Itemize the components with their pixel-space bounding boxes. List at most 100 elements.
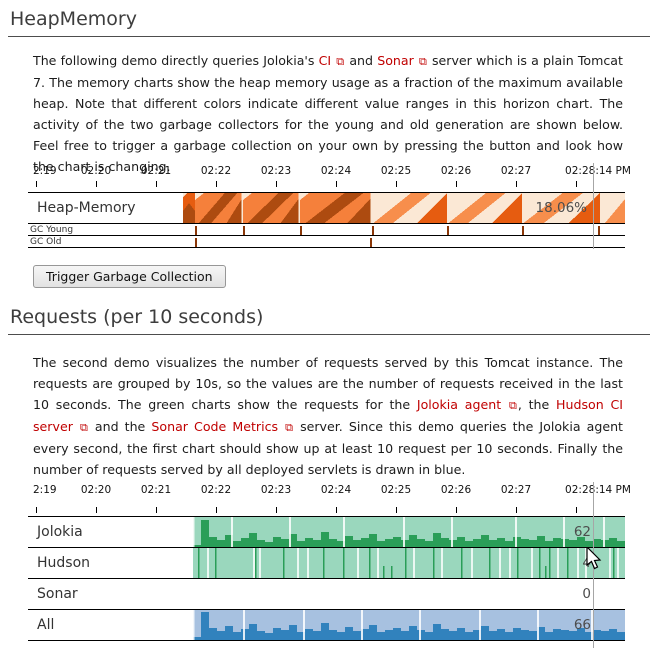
gc-event-spike xyxy=(195,226,197,235)
axis-tick-label: 2:19 xyxy=(33,165,57,177)
gc-event-spike xyxy=(195,238,197,247)
gc-young-row[interactable]: GC Young xyxy=(28,223,625,235)
paragraph-text: server. Since this demo queries the Jolo… xyxy=(33,419,623,477)
axis-tick-label: 02:27 xyxy=(500,484,532,496)
axis-tick xyxy=(216,181,217,187)
request-row-title: Jolokia xyxy=(37,524,83,540)
request-row-title: Sonar xyxy=(37,586,78,602)
all-requests-row[interactable]: All 66 xyxy=(28,609,625,640)
axis-tick-label: 02:21 xyxy=(140,165,172,177)
axis-tick-label: 02:23 xyxy=(260,165,292,177)
axis-focus-time-label: 02:28:14 PM xyxy=(565,484,631,496)
heap-horizon-chart[interactable] xyxy=(183,193,625,223)
sonar-requests-row[interactable]: Sonar 0 xyxy=(28,578,625,609)
gc-event-spike xyxy=(522,226,524,235)
axis-tick xyxy=(456,181,457,187)
axis-tick xyxy=(456,507,457,513)
requests-chart-block[interactable]: 2:19 02:20 02:21 02:22 02:23 02:24 02:25 02:26 0… xyxy=(28,482,631,648)
axis-tick xyxy=(276,507,277,513)
paragraph-text: The following demo directly queries Jolo… xyxy=(33,53,319,68)
jolokia-requests-row[interactable]: Jolokia 62 xyxy=(28,516,625,547)
trigger-gc-button[interactable]: Trigger Garbage Collection xyxy=(33,265,226,288)
axis-tick-label: 02:21 xyxy=(140,484,172,496)
mouse-cursor-icon xyxy=(586,547,602,570)
request-row-title: Hudson xyxy=(37,555,91,571)
axis-tick xyxy=(336,181,337,187)
time-axis-heap: 2:19 02:20 02:21 02:22 02:23 02:24 02:25 02:26 0… xyxy=(28,163,631,196)
axis-tick xyxy=(96,181,97,187)
axis-focus-time-label: 02:28:14 PM xyxy=(565,165,631,177)
axis-tick xyxy=(576,507,577,513)
external-link-icon[interactable]: ⧉ xyxy=(285,421,293,434)
heap-section-heading: HeapMemory xyxy=(8,8,650,37)
axis-tick xyxy=(36,507,37,513)
ci-link[interactable]: CI xyxy=(318,53,332,68)
axis-tick xyxy=(396,181,397,187)
gc-event-spike xyxy=(372,226,374,235)
axis-tick-label: 02:20 xyxy=(80,484,112,496)
axis-tick-label: 02:22 xyxy=(200,165,232,177)
axis-tick xyxy=(336,507,337,513)
axis-tick xyxy=(576,181,577,187)
paragraph-text: The second demo visualizes the number of… xyxy=(33,355,623,412)
axis-tick xyxy=(276,181,277,187)
requests-intro-paragraph: The second demo visualizes the number of… xyxy=(33,352,623,480)
axis-tick xyxy=(396,507,397,513)
hudson-ci-link[interactable]: Hudson CI server xyxy=(33,397,623,434)
axis-tick xyxy=(516,181,517,187)
chart-bottom-border xyxy=(28,247,625,248)
axis-tick xyxy=(216,507,217,513)
chart-bottom-border xyxy=(28,640,625,641)
hudson-horizon-chart[interactable] xyxy=(193,548,625,578)
axis-tick-label: 02:26 xyxy=(440,484,472,496)
gc-event-spike xyxy=(447,226,449,235)
gc-event-spike xyxy=(370,238,372,247)
hudson-requests-row[interactable]: Hudson4 xyxy=(28,547,625,578)
external-link-icon[interactable]: ⧉ xyxy=(336,55,345,68)
paragraph-text: server which is a plain Tomcat 7. The me… xyxy=(33,53,623,174)
jolokia-agent-link[interactable]: Jolokia agent xyxy=(416,397,502,412)
axis-tick xyxy=(96,507,97,513)
axis-tick xyxy=(516,507,517,513)
axis-tick-label: 02:20 xyxy=(80,165,112,177)
axis-tick xyxy=(36,181,37,187)
gc-old-row[interactable]: GC Old xyxy=(28,235,625,247)
axis-tick-label: 02:26 xyxy=(440,165,472,177)
axis-tick-label: 02:23 xyxy=(260,484,292,496)
heap-chart-block[interactable]: 2:19 02:20 02:21 02:22 02:23 02:24 02:25 02:26 0… xyxy=(28,163,631,249)
axis-tick-label: 02:25 xyxy=(380,484,412,496)
time-rule xyxy=(593,163,594,249)
external-link-icon[interactable]: ⧉ xyxy=(508,399,517,412)
external-link-icon[interactable]: ⧉ xyxy=(418,55,427,68)
heap-chart-title: Heap-Memory xyxy=(37,200,136,216)
jolokia-horizon-chart[interactable] xyxy=(193,517,625,547)
axis-tick-label: 02:27 xyxy=(500,165,532,177)
request-row-value: 66 xyxy=(573,617,591,633)
gc-young-label: GC Young xyxy=(30,225,74,235)
paragraph-text: , the xyxy=(517,397,557,412)
sonar-metrics-link[interactable]: Sonar Code Metrics xyxy=(151,419,279,434)
sonar-link[interactable]: Sonar xyxy=(377,53,414,68)
gc-event-spike xyxy=(598,226,600,235)
request-row-title: All xyxy=(37,617,55,633)
heap-memory-row[interactable]: Heap-Memory 18.06% xyxy=(28,192,625,223)
all-horizon-chart[interactable] xyxy=(193,610,625,640)
axis-tick-label: 02:25 xyxy=(380,165,412,177)
axis-tick xyxy=(156,181,157,187)
heap-intro-paragraph: The following demo directly queries Jolo… xyxy=(33,50,623,177)
heap-chart-value: 18.06% xyxy=(535,200,587,216)
axis-tick-label: 2:19 xyxy=(33,484,57,496)
time-axis-requests: 2:19 02:20 02:21 02:22 02:23 02:24 02:25 02:26 0… xyxy=(28,482,631,515)
requests-section-heading: Requests (per 10 seconds) xyxy=(8,306,650,335)
request-row-value: 0 xyxy=(582,586,591,602)
paragraph-text: and xyxy=(345,53,378,68)
paragraph-text: and the xyxy=(88,419,152,434)
gc-event-spike xyxy=(300,226,302,235)
external-link-icon[interactable]: ⧉ xyxy=(79,421,88,434)
axis-tick-label: 02:22 xyxy=(200,484,232,496)
gc-old-label: GC Old xyxy=(30,237,62,247)
axis-tick-label: 02:24 xyxy=(320,484,352,496)
gc-event-spike xyxy=(243,226,245,235)
request-row-value: 62 xyxy=(573,524,591,540)
axis-tick-label: 02:24 xyxy=(320,165,352,177)
